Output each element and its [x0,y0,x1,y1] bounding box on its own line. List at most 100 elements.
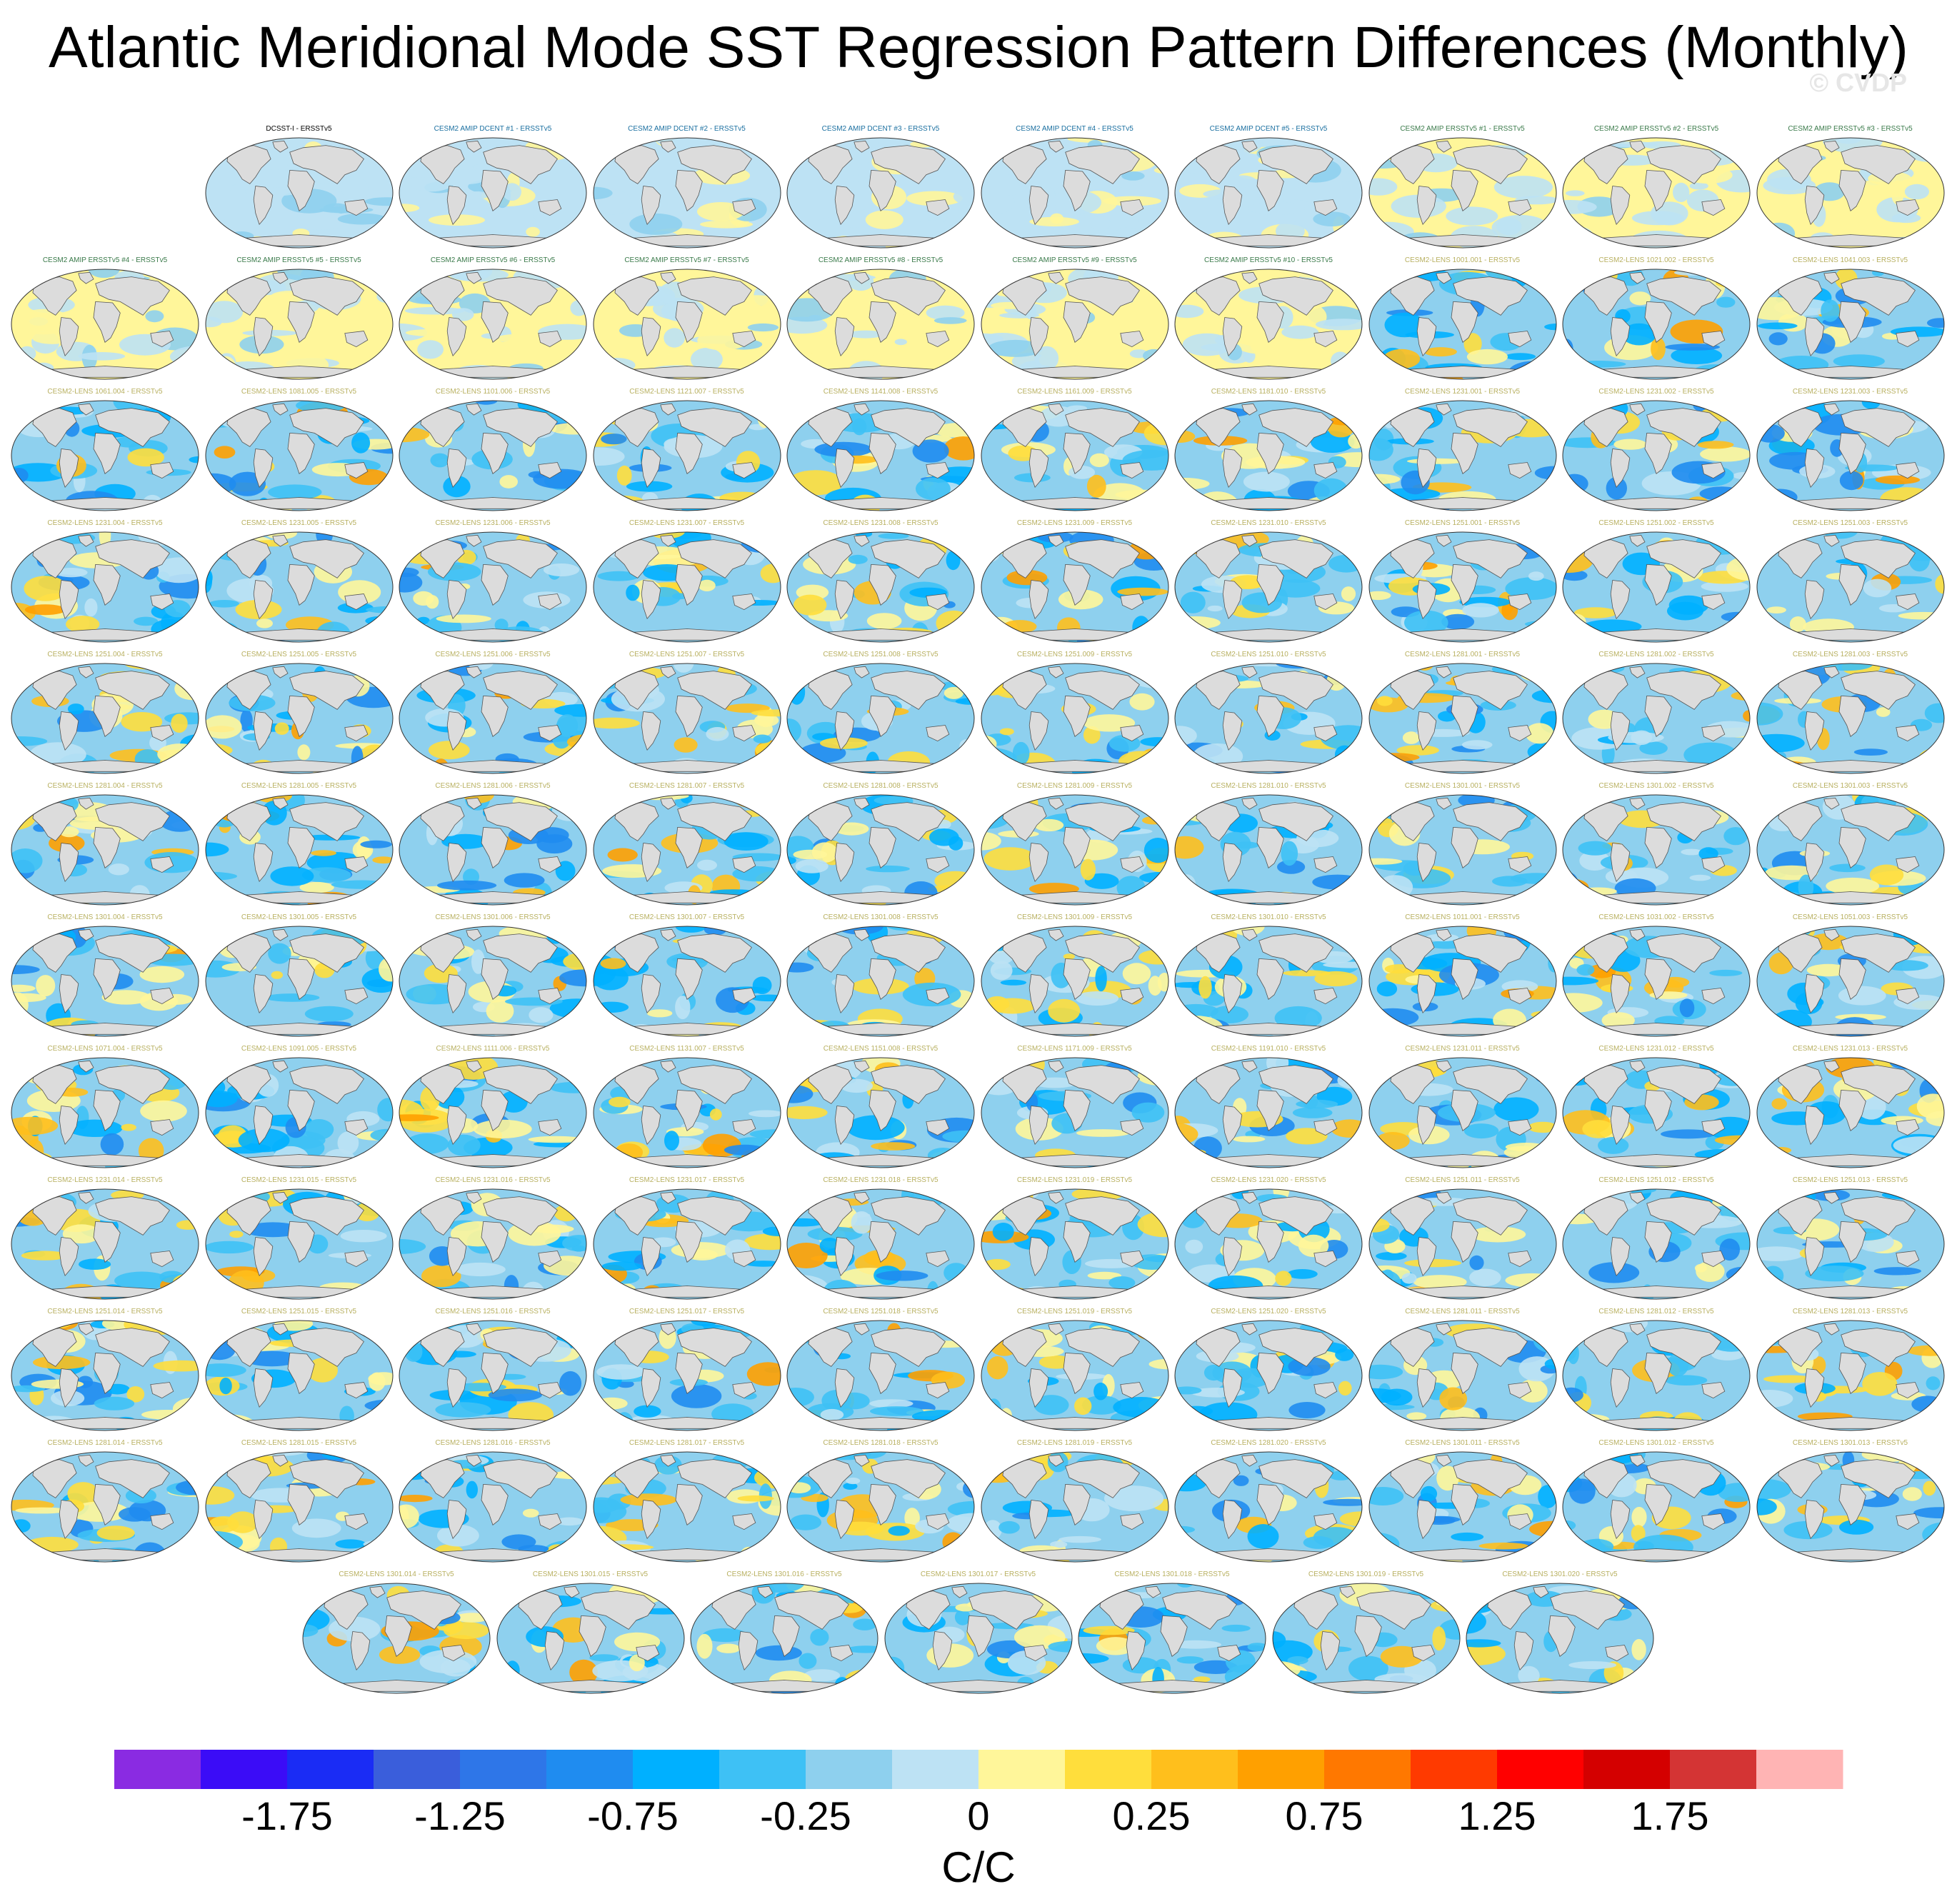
robinson-map [11,400,199,511]
map-panel: CESM2-LENS 1301.019 - ERSSTv5 [1270,1570,1463,1703]
robinson-map [1174,1188,1363,1300]
colorbar-tick-label: 0 [967,1793,990,1838]
map-panel: CESM2-LENS 1231.012 - ERSSTv5 [1560,1045,1753,1177]
robinson-map [593,926,781,1037]
map-panel: CESM2 AMIP ERSSTv5 #7 - ERSSTv5 [591,256,784,389]
map-panel: CESM2-LENS 1231.014 - ERSSTv5 [9,1176,201,1308]
panel-title: CESM2-LENS 1231.007 - ERSSTv5 [629,519,745,527]
panel-title: CESM2-LENS 1231.020 - ERSSTv5 [1211,1176,1326,1184]
robinson-map [1368,1188,1556,1300]
panel-title: CESM2 AMIP ERSSTv5 #10 - ERSSTv5 [1204,256,1333,264]
panel-title: CESM2-LENS 1251.007 - ERSSTv5 [629,651,745,658]
robinson-map [593,1320,781,1431]
panel-title: CESM2-LENS 1231.015 - ERSSTv5 [241,1176,357,1184]
robinson-map [1368,531,1556,643]
robinson-map [1078,1583,1266,1694]
robinson-map [690,1583,879,1694]
map-panel: CESM2-LENS 1281.003 - ERSSTv5 [1754,651,1947,783]
map-panel: CESM2-LENS 1301.020 - ERSSTv5 [1463,1570,1656,1703]
panel-title: CESM2-LENS 1281.007 - ERSSTv5 [629,782,745,790]
robinson-map [981,531,1168,643]
panel-title: CESM2-LENS 1251.002 - ERSSTv5 [1598,519,1714,527]
panel-title: CESM2-LENS 1151.008 - ERSSTv5 [823,1045,939,1053]
panel-title: CESM2 AMIP DCENT #3 - ERSSTv5 [821,125,940,133]
map-panel: CESM2-LENS 1301.013 - ERSSTv5 [1754,1439,1947,1571]
map-panel: CESM2-LENS 1281.013 - ERSSTv5 [1754,1308,1947,1440]
panel-title: CESM2-LENS 1301.014 - ERSSTv5 [339,1570,454,1578]
robinson-map [1368,1451,1556,1563]
panel-title: CESM2-LENS 1301.018 - ERSSTv5 [1114,1570,1230,1578]
panel-title: CESM2-LENS 1301.011 - ERSSTv5 [1405,1439,1520,1447]
map-panel: CESM2-LENS 1281.001 - ERSSTv5 [1366,651,1559,783]
robinson-map [205,531,393,643]
robinson-map [786,1188,975,1300]
map-panel: CESM2-LENS 1231.008 - ERSSTv5 [784,519,977,651]
robinson-map [981,400,1168,511]
panel-title: CESM2-LENS 1281.018 - ERSSTv5 [823,1439,939,1447]
robinson-map [981,1057,1168,1168]
panel-title: CESM2-LENS 1251.017 - ERSSTv5 [629,1308,745,1316]
panel-title: CESM2 AMIP ERSSTv5 #9 - ERSSTv5 [1012,256,1137,264]
panel-title: CESM2-LENS 1251.005 - ERSSTv5 [241,651,357,658]
map-panel: CESM2-LENS 1231.002 - ERSSTv5 [1560,388,1753,520]
panel-title: CESM2-LENS 1301.005 - ERSSTv5 [241,913,357,921]
panel-title: CESM2-LENS 1021.002 - ERSSTv5 [1598,256,1714,264]
robinson-map [593,1057,781,1168]
robinson-map [981,794,1168,906]
map-panel: CESM2-LENS 1231.010 - ERSSTv5 [1172,519,1365,651]
robinson-map [1562,400,1751,511]
panel-title: CESM2-LENS 1251.006 - ERSSTv5 [435,651,551,658]
panel-title: CESM2-LENS 1231.002 - ERSSTv5 [1598,388,1714,396]
colorbar-tick-label: -0.25 [760,1793,851,1838]
map-panel: CESM2-LENS 1231.011 - ERSSTv5 [1366,1045,1559,1177]
map-panel: CESM2-LENS 1281.004 - ERSSTv5 [9,782,201,914]
map-panel: CESM2-LENS 1231.017 - ERSSTv5 [591,1176,784,1308]
map-panel: CESM2-LENS 1231.015 - ERSSTv5 [203,1176,396,1308]
robinson-map [593,269,781,380]
robinson-map [399,1451,587,1563]
map-panel: CESM2-LENS 1231.016 - ERSSTv5 [396,1176,589,1308]
robinson-map [786,269,975,380]
map-panel: CESM2-LENS 1231.006 - ERSSTv5 [396,519,589,651]
robinson-map [399,1188,587,1300]
map-panel: CESM2-LENS 1231.007 - ERSSTv5 [591,519,784,651]
robinson-map [786,1451,975,1563]
panel-title: CESM2-LENS 1281.013 - ERSSTv5 [1792,1308,1908,1316]
robinson-map [1756,663,1944,774]
map-panel: CESM2-LENS 1281.017 - ERSSTv5 [591,1439,784,1571]
map-panel: CESM2 AMIP DCENT #1 - ERSSTv5 [396,125,589,257]
panel-title: CESM2 AMIP DCENT #2 - ERSSTv5 [628,125,746,133]
map-panel: CESM2-LENS 1251.017 - ERSSTv5 [591,1308,784,1440]
panel-title: DCSST-I - ERSSTv5 [266,125,332,133]
colorbar-tick-label: -0.75 [587,1793,679,1838]
panel-title: CESM2-LENS 1081.005 - ERSSTv5 [241,388,357,396]
robinson-map [11,1451,199,1563]
panel-title: CESM2-LENS 1251.011 - ERSSTv5 [1405,1176,1520,1184]
robinson-map [11,1188,199,1300]
robinson-map [1562,1451,1751,1563]
panel-title: CESM2 AMIP DCENT #1 - ERSSTv5 [434,125,552,133]
panel-title: CESM2-LENS 1251.015 - ERSSTv5 [241,1308,357,1316]
map-panel: CESM2-LENS 1301.003 - ERSSTv5 [1754,782,1947,914]
robinson-map [11,269,199,380]
robinson-map [399,531,587,643]
panel-title: CESM2 AMIP ERSSTv5 #1 - ERSSTv5 [1400,125,1525,133]
panel-title: CESM2-LENS 1281.004 - ERSSTv5 [47,782,163,790]
map-panel: CESM2-LENS 1171.009 - ERSSTv5 [978,1045,1171,1177]
robinson-map [786,663,975,774]
colorbar-tick-label: -1.25 [414,1793,506,1838]
panel-title: CESM2-LENS 1281.015 - ERSSTv5 [241,1439,357,1447]
map-panel: CESM2-LENS 1141.008 - ERSSTv5 [784,388,977,520]
map-panel: CESM2-LENS 1281.007 - ERSSTv5 [591,782,784,914]
robinson-map [1368,926,1556,1037]
robinson-map [1174,269,1363,380]
panel-title: CESM2-LENS 1231.014 - ERSSTv5 [47,1176,163,1184]
map-panel: CESM2-LENS 1251.008 - ERSSTv5 [784,651,977,783]
robinson-map [11,926,199,1037]
panel-title: CESM2 AMIP ERSSTv5 #5 - ERSSTv5 [236,256,361,264]
map-panel: CESM2-LENS 1281.008 - ERSSTv5 [784,782,977,914]
map-panel: CESM2-LENS 1251.004 - ERSSTv5 [9,651,201,783]
map-panel: CESM2-LENS 1301.016 - ERSSTv5 [688,1570,881,1703]
panel-title: CESM2-LENS 1231.018 - ERSSTv5 [823,1176,939,1184]
robinson-map [205,1188,393,1300]
